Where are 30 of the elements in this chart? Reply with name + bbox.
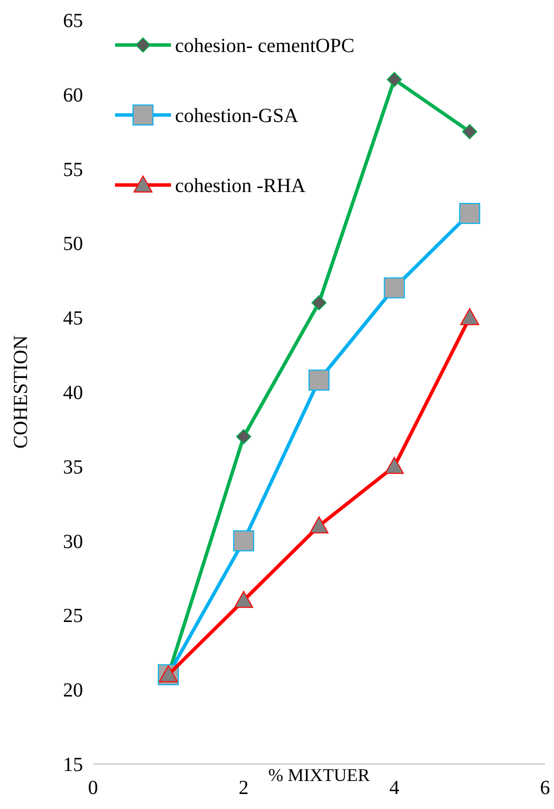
x-tick-label: 6 (540, 777, 550, 799)
point (311, 295, 327, 310)
legend-label: cohestion-GSA (175, 105, 299, 127)
y-tick-label: 65 (63, 10, 83, 32)
x-axis-title: % MIXTUER (268, 765, 370, 785)
point (384, 456, 404, 474)
point (234, 590, 254, 608)
point (233, 530, 254, 552)
y-tick-label: 45 (63, 308, 83, 330)
y-axis-title: COHESTION (10, 335, 32, 449)
y-tick-label: 55 (63, 158, 83, 181)
x-tick-label: 0 (88, 777, 98, 799)
y-tick-label: 15 (63, 754, 83, 776)
point (308, 370, 330, 391)
y-tick-label: 40 (63, 382, 83, 404)
point (310, 516, 328, 534)
legend-label: cohesion- cementOPC (175, 35, 354, 57)
point (236, 429, 252, 444)
point (460, 308, 480, 326)
y-tick-label: 25 (63, 605, 83, 628)
x-tick-label: 2 (238, 777, 249, 799)
y-tick-label: 20 (63, 680, 83, 702)
y-tick-label: 35 (63, 456, 83, 478)
legend-label: cohestion -RHA (175, 175, 306, 197)
x-tick-label: 4 (389, 777, 400, 799)
y-tick-label: 50 (63, 233, 83, 256)
point (459, 202, 480, 224)
y-tick-label: 30 (63, 530, 83, 553)
y-tick-label: 60 (63, 84, 83, 106)
point (384, 277, 405, 298)
